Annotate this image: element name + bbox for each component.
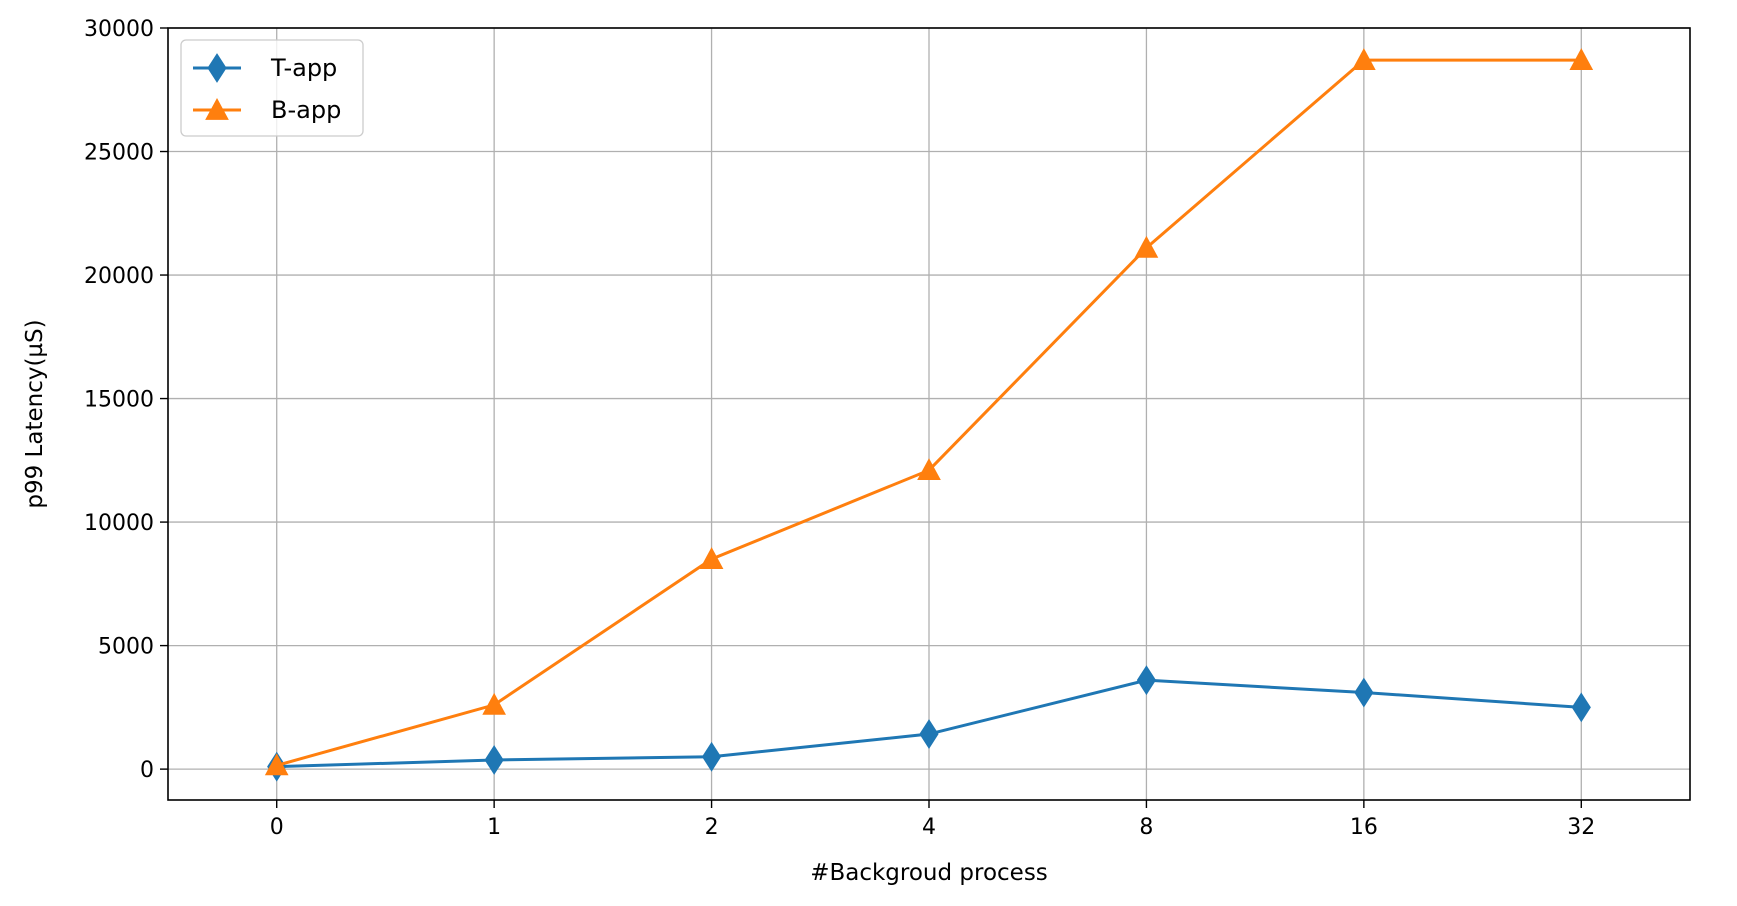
legend-label: B-app [271,96,341,124]
axis-ticks: 0 1 2 4 8 16 32 0 5000 10000 15000 20000 25000 30000 [84,17,1595,840]
y-axis-label: p99 Latency(µS) [22,319,48,508]
y-tick-label: 5000 [98,635,154,660]
data-point [1569,48,1594,70]
data-point [917,458,941,481]
data-point [1571,692,1591,723]
x-tick-label: 16 [1350,815,1378,840]
y-tick-label: 20000 [84,264,154,289]
legend-marker [205,97,229,120]
y-tick-label: 0 [140,758,154,783]
series-group [264,48,1594,782]
y-tick-label: 25000 [84,141,154,166]
legend: T-app B-app [180,39,364,137]
x-tick-label: 0 [270,815,284,840]
data-point [482,692,506,715]
legend-marker [207,53,227,83]
data-point [1134,235,1159,258]
legend-box [180,39,364,137]
x-tick-label: 32 [1567,815,1595,840]
y-tick-label: 30000 [84,17,154,42]
legend-item: B-app [193,96,341,124]
data-point [1136,665,1157,696]
data-point [701,741,722,772]
y-tick-label: 10000 [84,511,154,536]
x-tick-label: 1 [487,815,501,840]
y-tick-label: 15000 [84,388,154,413]
x-tick-label: 4 [922,815,936,840]
legend-item: T-app [193,53,337,83]
x-axis-label: #Backgroud process [810,860,1048,886]
data-point [699,547,724,569]
data-point [919,719,939,749]
legend-label: T-app [270,54,337,82]
x-tick-label: 8 [1139,815,1153,840]
data-point [1352,48,1376,70]
data-point [484,745,504,775]
data-point [1354,677,1374,708]
data-point [264,753,289,776]
x-tick-label: 2 [705,815,719,840]
series-B-app [264,48,1594,776]
